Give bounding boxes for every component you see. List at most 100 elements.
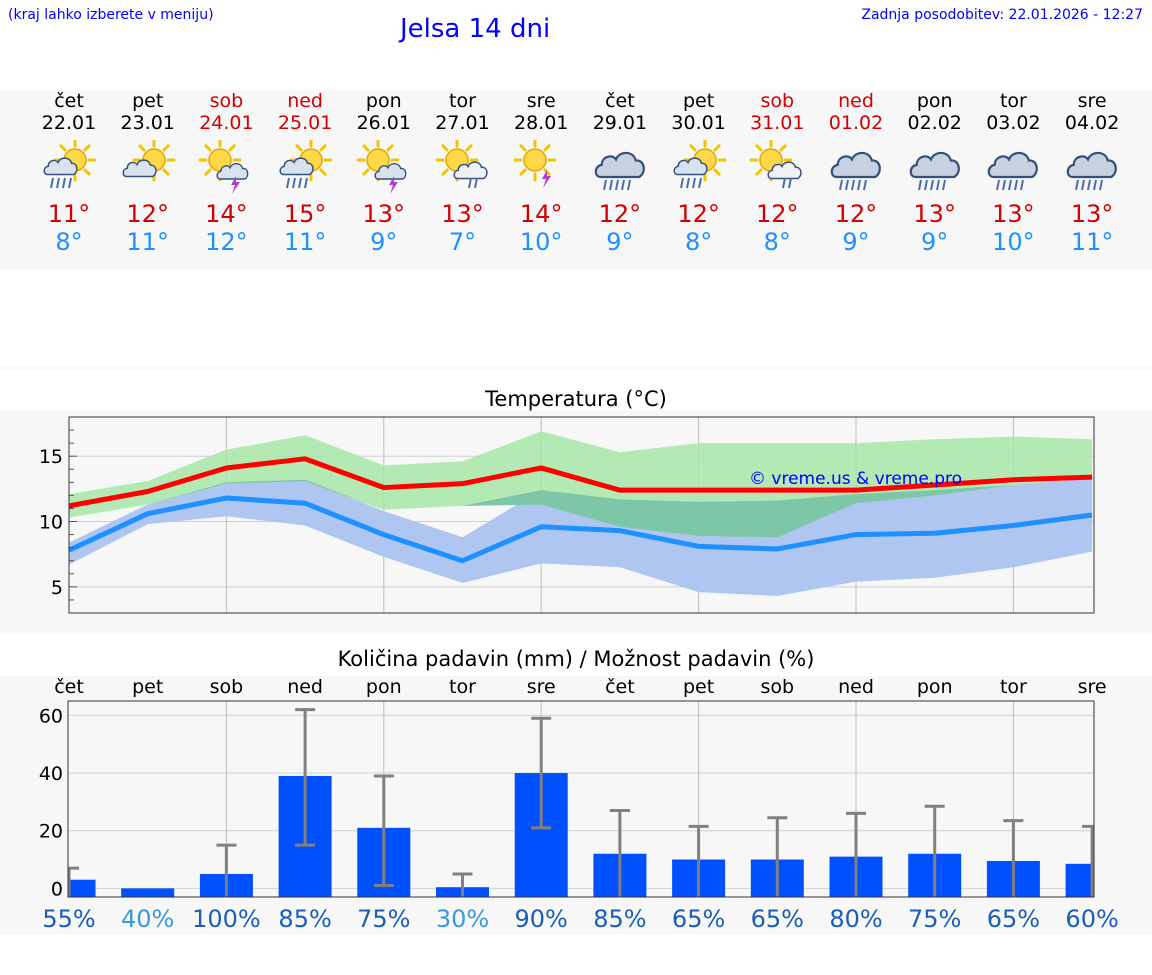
max-temperature: 13° [362,200,406,228]
day-column: pon 26.01 13° 9° [344,90,424,256]
sun-cloud-rain-icon [41,138,97,196]
precipitation-probability: 85% [593,905,646,933]
max-temperature: 12° [677,200,720,228]
min-temperature-line [67,495,1093,564]
day-label: ned [287,676,323,698]
day-name: sre [526,90,556,112]
day-name: pet [682,90,715,112]
day-date: 30.01 [671,112,726,134]
precipitation-probability: 60% [1065,905,1118,933]
precipitation-probability: 75% [908,905,961,933]
day-column: ned 25.01 15° 11° [265,90,345,256]
day-name: pon [365,90,402,112]
precipitation-probability: 65% [751,905,804,933]
temperature-chart: 5 10 15 © vreme.us & vreme.pro [39,416,1095,614]
temperature-chart-title: Temperatura (°C) [485,387,667,411]
min-temperature: 11° [283,228,327,256]
day-date: 01.02 [828,112,884,134]
max-temperature: 13° [913,200,956,228]
page-title: Jelsa 14 dni [400,14,551,44]
day-name: sob [209,90,244,112]
day-date: 02.02 [907,112,962,134]
day-column: čet 22.01 11° 8° [29,90,109,256]
day-column: sre 28.01 14° 10° [501,90,581,256]
max-temperature: 13° [1070,200,1114,228]
max-temperature: 12° [598,200,642,228]
precipitation-chart: čet pet sob ned pon tor sre čet pet sob ned pon tor s… [39,676,1119,933]
min-temperature: 10° [992,228,1035,256]
day-label: pet [132,676,163,698]
min-temperature: 9° [921,228,949,256]
day-name: sre [1077,90,1107,112]
sun-cloud-icon [120,138,176,196]
cloud-rain-icon [985,140,1041,196]
day-label: čet [605,676,635,698]
max-temperature: 12° [834,200,878,228]
day-date: 22.01 [41,112,97,134]
day-label: tor [1000,676,1027,698]
forecast-strip [0,90,1152,270]
day-name: čet [605,90,635,112]
day-label: sob [210,676,244,698]
y-tick-label: 20 [39,821,63,843]
y-tick-label: 60 [39,705,63,727]
sun-cloud-drizzle-icon [435,138,491,196]
sun-storm-icon [513,138,569,196]
sun-cloud-rain-icon [277,138,333,196]
precipitation-probability: 100% [192,905,261,933]
cloud-rain-icon [907,140,963,196]
day-label: tor [449,676,476,698]
day-label: pon [366,676,402,698]
day-date: 24.01 [199,112,254,134]
max-temperature: 13° [441,200,484,228]
overlap-band [69,478,1093,538]
day-date: 04.02 [1064,112,1120,134]
day-label: sre [527,676,556,698]
day-label: pon [917,676,953,698]
y-tick-label: 5 [51,577,63,599]
sun-cloud-rain-icon [671,138,727,196]
day-label: sre [1078,676,1107,698]
day-name: pet [132,90,164,112]
cloud-rain-icon [592,140,648,196]
day-date: 25.01 [277,112,333,134]
day-name: pon [916,90,953,112]
day-label: čet [54,676,84,698]
y-tick-label: 0 [51,878,63,900]
day-column: pet 30.01 12° 8° [659,90,739,256]
y-tick-label: 10 [39,512,63,534]
min-temperature: 9° [370,228,398,256]
day-column: sob 24.01 14° 12° [186,90,266,256]
min-temperature: 10° [519,228,563,256]
location-hint-link[interactable]: (kraj lahko izberete v meniju) [8,7,214,23]
day-date: 26.01 [356,112,411,134]
day-name: ned [838,90,874,112]
max-temperature: 14° [205,200,248,228]
precipitation-probability: 65% [672,905,725,933]
min-temperature: 7° [448,228,477,256]
sun-cloud-storm-icon [356,138,412,196]
max-temperature: 14° [519,200,563,228]
precipitation-probability: 55% [42,905,95,933]
min-temperature: 11° [1070,228,1114,256]
day-name: sob [760,90,795,112]
precipitation-probability: 30% [436,905,489,933]
min-temperature: 8° [55,228,83,256]
day-label: sob [761,676,795,698]
max-temperature: 13° [992,200,1035,228]
precipitation-probability: 80% [829,905,882,933]
precipitation-bar [1065,863,1094,897]
max-temperature: 15° [283,200,327,228]
day-column: ned 01.02 12° 9° [816,90,896,256]
precipitation-probability: 65% [987,905,1040,933]
day-date: 29.01 [592,112,648,134]
day-column: tor 03.02 13° 10° [973,90,1053,256]
y-tick-label: 15 [39,446,63,468]
precipitation-probability: 75% [357,905,410,933]
max-temperature: 12° [126,200,169,228]
day-date: 03.02 [986,112,1041,134]
day-column: čet 29.01 12° 9° [580,90,660,256]
precipitation-probability: 90% [515,905,568,933]
min-temperature: 8° [684,228,713,256]
cloud-rain-icon [1064,140,1120,196]
